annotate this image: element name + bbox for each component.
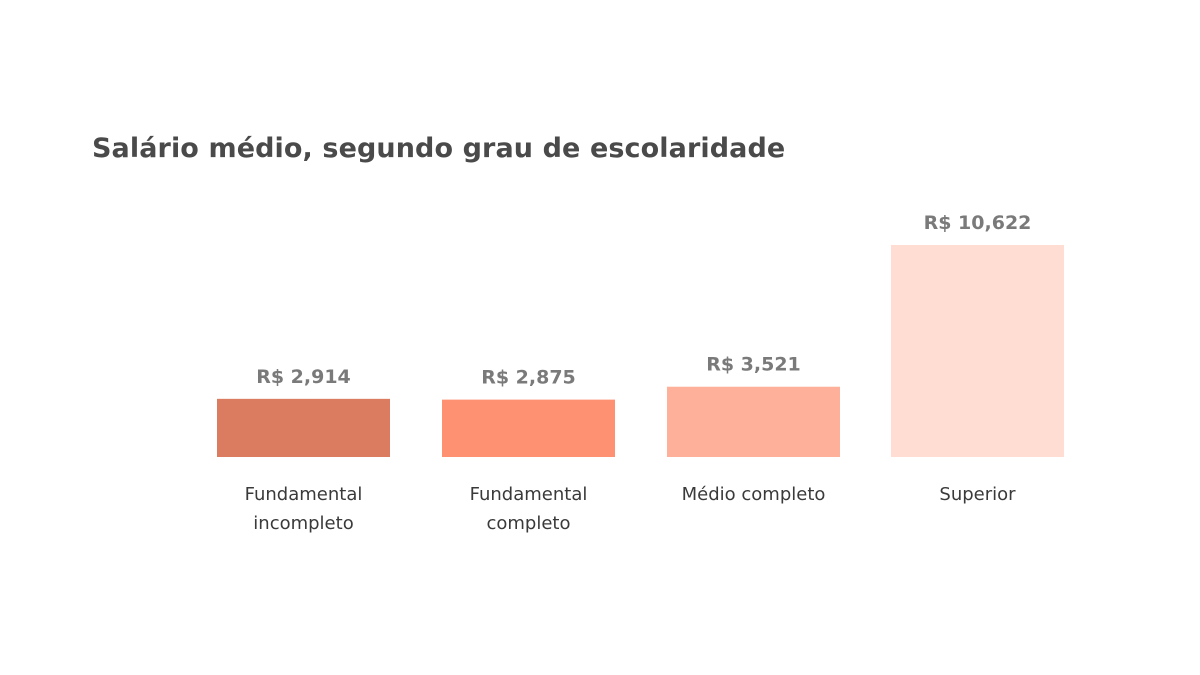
bar-value-label-2: R$ 2,875 <box>481 367 576 389</box>
bar-value-label-4: R$ 10,622 <box>924 212 1032 234</box>
bar-value-label-3: R$ 3,521 <box>706 354 801 376</box>
bar-3 <box>667 386 840 457</box>
category-label-4: Superior <box>939 484 1016 505</box>
category-label-3: Médio completo <box>682 484 826 505</box>
bar-2 <box>442 399 615 457</box>
category-label-2: Fundamental completo <box>470 484 588 534</box>
bar-value-label-1: R$ 2,914 <box>256 366 351 388</box>
bar-4 <box>891 245 1064 457</box>
chart-title: Salário médio, segundo grau de escolarid… <box>92 133 786 164</box>
category-label-1: Fundamental incompleto <box>245 484 363 534</box>
bar-1 <box>217 398 390 457</box>
